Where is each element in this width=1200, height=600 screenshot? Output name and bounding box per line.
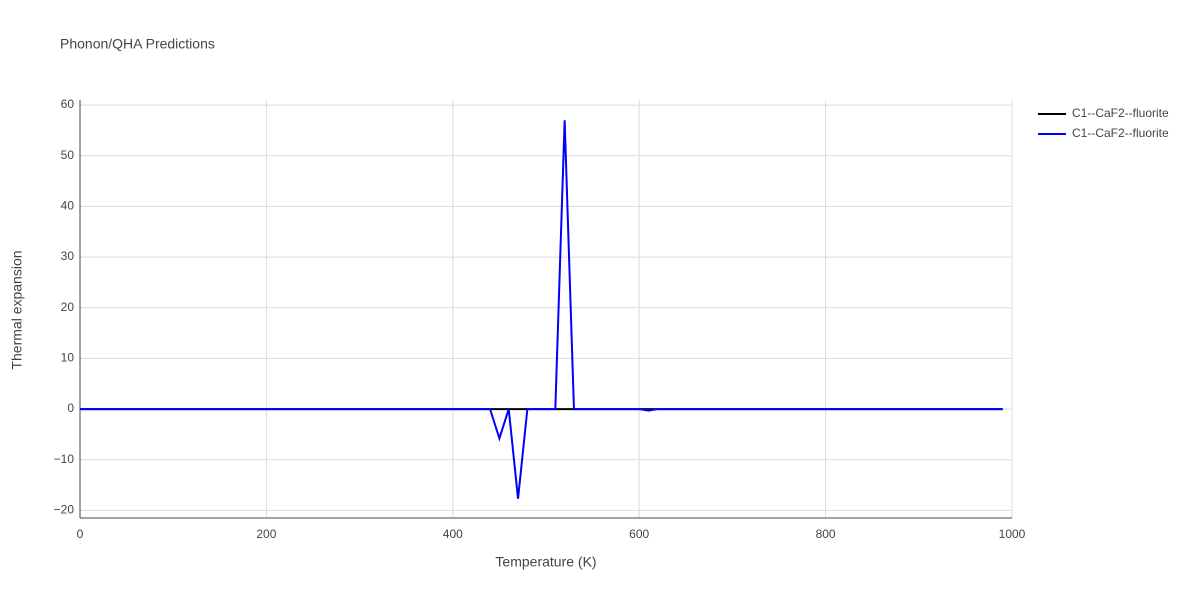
x-tick-label: 200 bbox=[256, 527, 276, 541]
y-tick-label: −10 bbox=[54, 452, 75, 466]
x-tick-label: 600 bbox=[629, 527, 649, 541]
data-line bbox=[80, 120, 1003, 499]
y-axis-label: Thermal expansion bbox=[9, 250, 25, 369]
legend-label: C1--CaF2--fluorite bbox=[1072, 106, 1169, 120]
y-tick-label: 40 bbox=[61, 199, 75, 213]
y-tick-label: 20 bbox=[61, 300, 75, 314]
x-tick-label: 400 bbox=[443, 527, 463, 541]
y-tick-label: 30 bbox=[61, 249, 75, 263]
x-tick-label: 0 bbox=[77, 527, 84, 541]
x-tick-label: 800 bbox=[816, 527, 836, 541]
x-tick-label: 1000 bbox=[999, 527, 1026, 541]
y-tick-label: 10 bbox=[61, 351, 75, 365]
y-tick-label: 60 bbox=[61, 97, 75, 111]
x-axis-label: Temperature (K) bbox=[495, 554, 596, 570]
y-tick-label: 0 bbox=[67, 401, 74, 415]
legend-label: C1--CaF2--fluorite bbox=[1072, 126, 1169, 140]
y-tick-label: 50 bbox=[61, 148, 75, 162]
y-tick-label: −20 bbox=[54, 503, 75, 517]
chart-title: Phonon/QHA Predictions bbox=[60, 36, 215, 52]
